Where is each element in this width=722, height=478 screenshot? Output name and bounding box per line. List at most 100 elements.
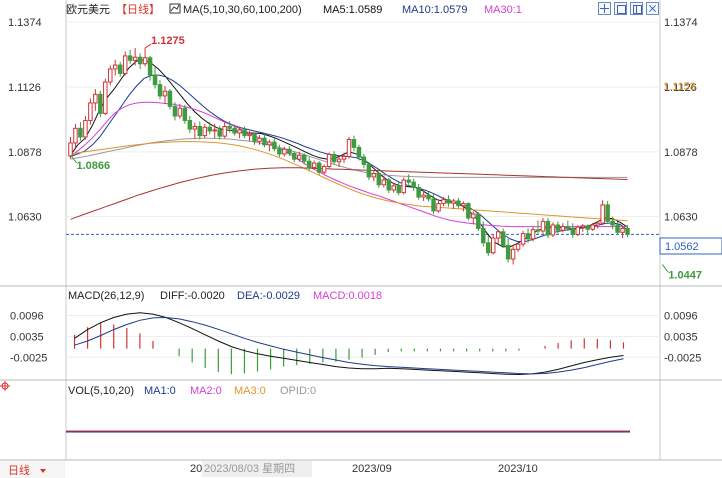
- candle-body: [590, 224, 595, 230]
- candle-body: [88, 102, 93, 121]
- candle-body: [292, 152, 297, 160]
- macd-dea: DEA:-0.0029: [237, 290, 300, 302]
- macd-value: MACD:0.0018: [313, 290, 382, 302]
- candle-body: [282, 148, 287, 155]
- candle-body: [272, 141, 277, 150]
- candle-body: [78, 127, 83, 138]
- ma30-value: MA30:1: [484, 4, 522, 16]
- candle-body: [197, 125, 203, 137]
- date-tooltip: 2023/08/03 星期四: [204, 462, 295, 475]
- candle-body: [331, 153, 337, 163]
- vol-title[interactable]: VOL(5,10,20): [68, 385, 134, 397]
- macd-tick-right: 0.0035: [664, 332, 698, 344]
- candle-body: [421, 194, 426, 198]
- macd-title[interactable]: MACD(26,12,9): [68, 290, 144, 302]
- annotation-low_start: 1.0866: [76, 160, 110, 172]
- annotation-leader: [144, 43, 152, 49]
- month-label-oct: 2023/10: [498, 463, 538, 475]
- last-price-box: [659, 237, 722, 255]
- candle-body: [505, 244, 511, 260]
- vol-ma3: MA3:0: [234, 385, 266, 397]
- grid-icon[interactable]: [630, 2, 643, 15]
- price-tick-right: 1.1126: [664, 82, 697, 94]
- crosshair-icon[interactable]: [0, 381, 10, 391]
- candle-body: [481, 227, 486, 244]
- date-prefix: 20: [190, 463, 202, 475]
- candle-body: [346, 139, 352, 158]
- candle-body: [610, 220, 615, 226]
- candle-body: [132, 56, 138, 61]
- candle-body: [476, 213, 481, 229]
- candle-body: [535, 229, 541, 232]
- candle-body: [446, 199, 451, 204]
- zoom-icon[interactable]: [614, 2, 627, 15]
- candle-body: [341, 156, 347, 160]
- candle-body: [500, 231, 506, 246]
- symbol-title: 欧元美元: [66, 3, 110, 16]
- candle-body: [336, 158, 342, 163]
- price-tick-right: 1.0630: [664, 212, 698, 224]
- candle-body: [157, 84, 163, 97]
- candle-body: [451, 200, 456, 204]
- candle-body: [386, 179, 392, 191]
- candle-body: [585, 225, 590, 230]
- candle-body: [376, 173, 382, 186]
- candle-body: [565, 226, 571, 229]
- candle-body: [316, 162, 322, 173]
- ma100-line: [70, 141, 628, 222]
- candle-body: [172, 105, 178, 117]
- candle-body: [361, 156, 367, 165]
- ma-indicator-label[interactable]: MA(5,10,30,60,100,200): [183, 4, 302, 16]
- candle-body: [267, 141, 272, 146]
- candle-body: [162, 90, 168, 97]
- price-tick-left: 1.0630: [8, 212, 42, 224]
- candle-body: [202, 126, 208, 137]
- candle-body: [381, 179, 387, 186]
- candle-body: [127, 55, 133, 61]
- candle-body: [237, 129, 242, 134]
- candle-body: [242, 129, 247, 137]
- period-button-bg[interactable]: [0, 461, 65, 478]
- candle-body: [147, 57, 153, 76]
- candle-body: [177, 107, 183, 117]
- candle-body: [207, 126, 212, 132]
- period-tag: 【日线】: [116, 2, 160, 16]
- candle-body: [371, 173, 377, 178]
- candle-body: [456, 200, 461, 207]
- price-tick-left: 1.0878: [8, 147, 42, 159]
- candle-body: [411, 181, 416, 188]
- candle-body: [466, 203, 471, 219]
- candle-body: [520, 233, 526, 245]
- candle-body: [615, 224, 620, 233]
- chevron-down-icon[interactable]: [40, 469, 46, 473]
- candle-body: [391, 185, 397, 191]
- period-button[interactable]: 日线: [8, 463, 30, 477]
- candle-body: [515, 243, 521, 250]
- candle-body: [366, 163, 372, 178]
- ma200-line: [70, 167, 628, 220]
- macd-diff: DIFF:-0.0020: [160, 290, 225, 302]
- candle-body: [525, 233, 531, 240]
- candle-body: [625, 227, 630, 235]
- candle-body: [311, 162, 317, 169]
- candle-body: [441, 199, 446, 205]
- candle-body: [187, 119, 193, 130]
- move-icon[interactable]: [598, 2, 611, 15]
- candle-body: [73, 127, 78, 144]
- candle-body: [530, 229, 536, 240]
- candle-body: [471, 213, 476, 219]
- macd-tick-right: 0.0096: [664, 310, 698, 322]
- candle-body: [68, 142, 73, 157]
- price-tick-right: 1.1374: [664, 17, 698, 29]
- candle-body: [326, 153, 332, 167]
- ma-chart-icon: [169, 3, 181, 14]
- candle-body: [122, 55, 128, 74]
- price-tick-right: 1.0878: [664, 147, 698, 159]
- macd-tick-left: -0.0025: [10, 352, 47, 364]
- candle-body: [287, 148, 292, 154]
- close-icon[interactable]: [646, 2, 659, 15]
- candle-body: [98, 93, 103, 114]
- candle-body: [575, 226, 581, 235]
